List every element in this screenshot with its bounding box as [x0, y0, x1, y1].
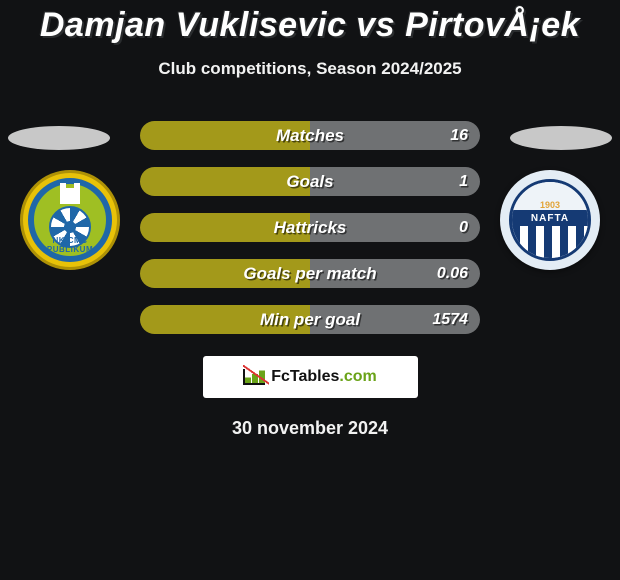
publikum-badge-text: NK CMC PUBLIKUM — [34, 236, 106, 254]
stat-label: Hattricks — [274, 218, 347, 238]
stat-row-goals: Goals 1 — [140, 167, 480, 196]
h2h-infographic: Damjan Vuklisevic vs PirtovÅ¡ek Club com… — [0, 0, 620, 580]
fctables-brand-suffix: .com — [339, 368, 376, 385]
fctables-link[interactable]: FcTables.com — [203, 356, 418, 398]
stat-right-value: 0.06 — [437, 265, 468, 283]
club-badge-right: 1903 NAFTA — [500, 170, 600, 270]
fctables-chart-icon — [243, 369, 265, 385]
player-right-oval — [510, 126, 612, 150]
nafta-band-text: NAFTA — [512, 210, 588, 226]
publikum-badge-icon: NK CMC PUBLIKUM — [20, 170, 120, 270]
stats-container: Matches 16 Goals 1 Hattricks 0 Goals per… — [140, 121, 480, 334]
page-title: Damjan Vuklisevic vs PirtovÅ¡ek — [0, 0, 620, 45]
stat-row-hattricks: Hattricks 0 — [140, 213, 480, 242]
stat-right-value: 16 — [450, 127, 468, 145]
stat-label: Matches — [276, 126, 344, 146]
page-subtitle: Club competitions, Season 2024/2025 — [0, 59, 620, 79]
player-left-oval — [8, 126, 110, 150]
nafta-badge-icon: 1903 NAFTA — [500, 170, 600, 270]
stat-right-value: 1574 — [432, 311, 468, 329]
stat-right-value: 1 — [459, 173, 468, 191]
stat-label: Min per goal — [260, 310, 360, 330]
stat-row-mpg: Min per goal 1574 — [140, 305, 480, 334]
club-badge-left: NK CMC PUBLIKUM — [20, 170, 120, 270]
stat-row-matches: Matches 16 — [140, 121, 480, 150]
nafta-year: 1903 — [540, 200, 560, 210]
date-line: 30 november 2024 — [0, 418, 620, 439]
stat-label: Goals — [286, 172, 333, 192]
stat-label: Goals per match — [243, 264, 376, 284]
stat-right-value: 0 — [459, 219, 468, 237]
fctables-brand: FcTables.com — [271, 368, 377, 386]
stat-row-gpm: Goals per match 0.06 — [140, 259, 480, 288]
fctables-brand-main: FcTables — [271, 368, 339, 385]
